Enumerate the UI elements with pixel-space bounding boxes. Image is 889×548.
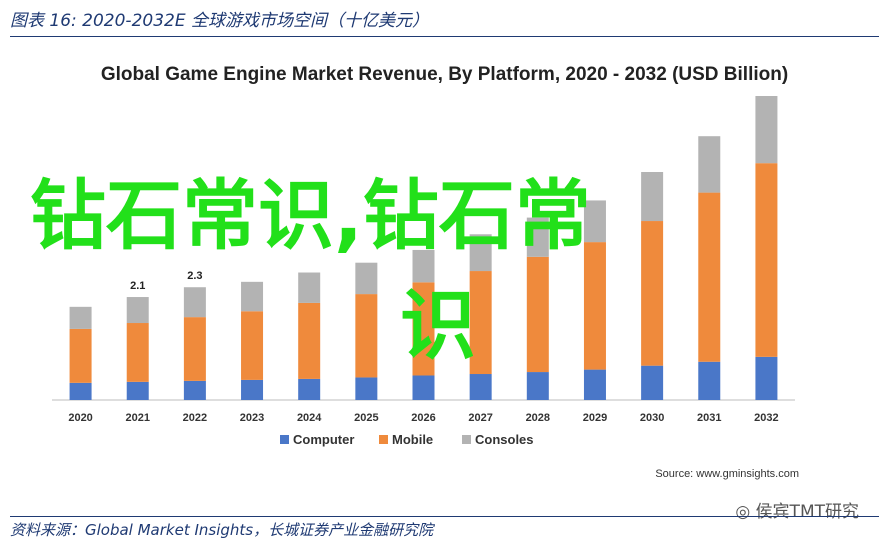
bar-computer-2022: [183, 380, 206, 400]
chart-title: Global Game Engine Market Revenue, By Pl…: [100, 64, 789, 85]
legend-label-computer: Computer: [293, 432, 354, 447]
figure-caption: 图表 16: 2020-2032E 全球游戏市场空间（十亿美元）: [10, 11, 429, 31]
x-tick-label-2020: 2020: [68, 412, 92, 424]
bar-computer-2020: [69, 382, 92, 400]
watermark-label: ◎ 侯宾TMT研究: [735, 497, 859, 522]
caption-divider: [10, 36, 879, 37]
source-divider: [10, 516, 879, 517]
bar-consoles-2022: [183, 287, 206, 318]
bar-mobile-2022: [183, 317, 206, 381]
x-tick-label-2027: 2027: [468, 412, 492, 424]
bar-mobile-2021: [126, 323, 149, 382]
bar-computer-2023: [241, 379, 264, 400]
bar-mobile-2028: [526, 256, 549, 373]
x-tick-label-2030: 2030: [640, 412, 664, 424]
chart-source-note: Source: www.gminsights.com: [655, 468, 799, 480]
x-tick-label-2028: 2028: [526, 412, 550, 424]
data-label-2021: 2.1: [130, 280, 145, 292]
bar-computer-2021: [126, 381, 149, 400]
bar-mobile-2030: [641, 221, 664, 366]
x-tick-label-2024: 2024: [297, 412, 322, 424]
x-tick-label-2026: 2026: [411, 412, 435, 424]
bar-consoles-2029: [583, 200, 606, 243]
bar-computer-2030: [641, 365, 664, 400]
bar-computer-2026: [412, 375, 435, 400]
bar-mobile-2026: [412, 282, 435, 376]
x-tick-label-2031: 2031: [697, 412, 721, 424]
x-tick-label-2023: 2023: [240, 412, 264, 424]
bar-consoles-2032: [755, 96, 778, 164]
legend-label-mobile: Mobile: [392, 432, 433, 447]
bar-computer-2024: [298, 378, 321, 400]
legend-swatch-mobile: [379, 435, 388, 444]
x-tick-label-2029: 2029: [583, 412, 607, 424]
bar-mobile-2027: [469, 271, 492, 375]
watermark-text: 侯宾TMT研究: [755, 502, 859, 522]
bar-consoles-2028: [526, 217, 549, 257]
bar-consoles-2027: [469, 234, 492, 272]
x-tick-label-2032: 2032: [754, 412, 778, 424]
legend-label-consoles: Consoles: [475, 432, 534, 447]
bar-consoles-2031: [698, 136, 721, 193]
bar-mobile-2031: [698, 192, 721, 362]
bar-computer-2028: [526, 372, 549, 400]
bar-computer-2029: [583, 369, 606, 400]
bar-consoles-2026: [412, 249, 435, 283]
data-label-2022: 2.3: [187, 270, 202, 282]
bar-computer-2032: [755, 356, 778, 400]
bar-mobile-2032: [755, 163, 778, 357]
bar-mobile-2024: [298, 302, 321, 379]
bar-consoles-2025: [355, 262, 378, 295]
bar-consoles-2023: [241, 281, 264, 312]
bar-computer-2025: [355, 377, 378, 400]
overlay-text-line-1: 钻石常识,钻石常: [30, 171, 591, 260]
source-line: 资料来源：Global Market Insights，长城证券产业金融研究院: [10, 521, 434, 539]
bar-mobile-2029: [583, 242, 606, 370]
bar-computer-2031: [698, 361, 721, 400]
wechat-icon: ◎: [735, 502, 751, 522]
bar-consoles-2020: [69, 306, 92, 329]
bar-mobile-2023: [241, 311, 264, 380]
x-tick-label-2022: 2022: [183, 412, 207, 424]
bar-consoles-2021: [126, 297, 149, 324]
bar-consoles-2024: [298, 272, 321, 303]
legend-swatch-consoles: [462, 435, 471, 444]
bar-computer-2027: [469, 374, 492, 400]
bar-mobile-2025: [355, 294, 378, 378]
overlay-text-line-2: 识: [400, 281, 476, 370]
legend-swatch-computer: [280, 435, 289, 444]
x-tick-label-2025: 2025: [354, 412, 378, 424]
x-tick-label-2021: 2021: [125, 412, 149, 424]
bar-mobile-2020: [69, 328, 92, 383]
bar-consoles-2030: [641, 172, 664, 222]
